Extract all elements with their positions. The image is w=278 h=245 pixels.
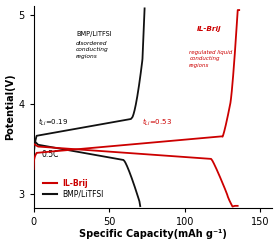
Text: 0.5C: 0.5C [41, 150, 59, 159]
Y-axis label: Potential(V): Potential(V) [6, 73, 16, 140]
Text: $t_{Li}$=0.19: $t_{Li}$=0.19 [38, 117, 68, 128]
Text: disordered
conducting
regions: disordered conducting regions [76, 41, 109, 59]
Legend: IL-Brij, BMP/LiTFSI: IL-Brij, BMP/LiTFSI [40, 176, 107, 202]
Text: IL-Brij: IL-Brij [197, 26, 221, 32]
Text: BMP/LiTFSI: BMP/LiTFSI [76, 31, 111, 37]
Text: $t_{Li}$=0.53: $t_{Li}$=0.53 [142, 117, 172, 128]
Text: regulated liquid
conducting
regions: regulated liquid conducting regions [189, 50, 233, 68]
X-axis label: Specific Capacity(mAh g⁻¹): Specific Capacity(mAh g⁻¹) [79, 230, 227, 239]
